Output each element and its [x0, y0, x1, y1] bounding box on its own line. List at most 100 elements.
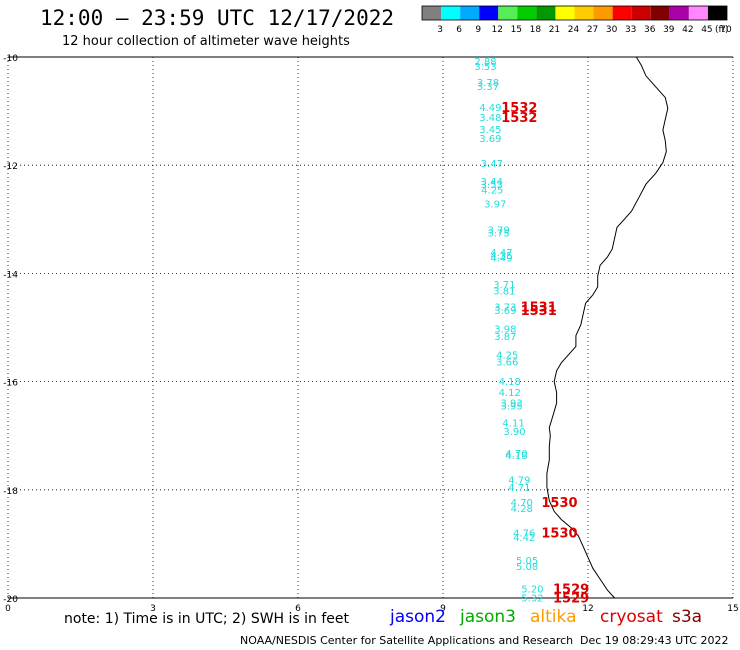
colorbar-label: 18: [530, 25, 542, 35]
wave-height-label: 4.49: [490, 254, 512, 265]
colorbar-label: 27: [587, 25, 598, 35]
wave-height-label: 3.45: [479, 125, 501, 136]
wave-height-label: 5.05: [516, 556, 538, 567]
wave-height-label: 4.49: [479, 103, 501, 114]
y-tick-label: -14: [3, 270, 18, 280]
page-title: 12:00 – 23:59 UTC 12/17/2022: [40, 6, 395, 30]
colorbar-label: 39: [663, 25, 675, 35]
colorbar-swatch: [707, 6, 727, 20]
colorbar-swatch: [650, 6, 670, 20]
wave-height-label: 3.93: [501, 399, 523, 410]
colorbar-swatch: [574, 6, 594, 20]
pass-time-label: 1531: [521, 300, 557, 315]
x-tick-label: 6: [295, 604, 301, 614]
x-tick-label: 12: [582, 604, 593, 614]
mission-jason3: jason3: [460, 607, 516, 627]
wave-height-label: 3.81: [493, 287, 515, 298]
colorbar-label: 9: [475, 25, 481, 35]
wave-height-label: 3.44: [481, 177, 503, 188]
x-tick-label: 0: [5, 604, 11, 614]
coastline: [546, 56, 669, 599]
colorbar-label: 36: [644, 25, 656, 35]
colorbar-swatch: [688, 6, 708, 20]
wave-height-label: 5.08: [516, 562, 538, 573]
y-tick-label: -20: [3, 595, 18, 605]
wave-height-label: 3.66: [496, 358, 518, 369]
wave-height-label: 4.79: [508, 476, 530, 487]
wave-height-label: 4.25: [481, 186, 503, 197]
timestamp-text: Dec 19 08:29:43 UTC 2022: [580, 634, 729, 647]
colorbar-swatch: [517, 6, 537, 20]
colorbar-label: 70: [720, 25, 732, 35]
wave-height-label: 3.69: [494, 306, 516, 317]
credit-text: NOAA/NESDIS Center for Satellite Applica…: [240, 634, 574, 647]
pass-time-label: 1532: [501, 111, 537, 126]
wave-height-label: 3.71: [493, 280, 515, 291]
wave-height-label: 4.76: [513, 529, 535, 540]
wave-height-label: 3.95: [501, 401, 523, 412]
wave-height-label: 3.53: [474, 62, 496, 73]
wave-height-label: 4.70: [505, 449, 527, 460]
colorbar-swatch: [555, 6, 575, 20]
colorbar-swatch: [669, 6, 689, 20]
colorbar-label: 12: [492, 25, 503, 35]
pass-time-label: 1529: [553, 591, 589, 606]
colorbar-label: 24: [568, 25, 580, 35]
wave-height-label: 4.71: [508, 483, 530, 494]
mission-s3a: s3a: [672, 607, 703, 627]
mission-jason2: jason2: [390, 607, 446, 627]
mission-altika: altika: [530, 607, 577, 627]
wave-height-label: 3.37: [477, 82, 499, 93]
colorbar-unit: (ft): [715, 25, 729, 35]
wave-height-label: 5.20: [521, 584, 543, 595]
wave-height-label: 4.35: [490, 251, 512, 262]
pass-time-label: 1531: [521, 304, 557, 319]
colorbar-swatch: [479, 6, 499, 20]
y-tick-label: -18: [3, 487, 18, 497]
y-tick-label: -16: [3, 379, 18, 389]
mission-cryosat: cryosat: [600, 607, 663, 627]
x-tick-label: 3: [150, 604, 156, 614]
colorbar-label: 33: [625, 25, 636, 35]
colorbar-label: 30: [606, 25, 618, 35]
pass-time-label: 1530: [541, 496, 577, 511]
wave-height-label: 3.97: [484, 200, 506, 211]
footnote: note: 1) Time is in UTC; 2) SWH is in fe…: [64, 611, 350, 627]
pass-time-label: 1529: [553, 582, 589, 597]
wave-height-label: 3.79: [487, 226, 509, 237]
colorbar-label: 6: [456, 25, 462, 35]
wave-height-label: 3.90: [503, 427, 525, 438]
colorbar-swatch: [498, 6, 518, 20]
colorbar-swatch: [631, 6, 651, 20]
colorbar-label: 45: [701, 25, 712, 35]
wave-height-label: 4.70: [511, 498, 533, 509]
wave-height-label: 3.73: [494, 302, 516, 313]
wave-height-label: 4.28: [511, 504, 533, 515]
colorbar-label: 21: [549, 25, 560, 35]
colorbar-label: 42: [682, 25, 693, 35]
wave-height-label: 4.42: [513, 533, 535, 544]
y-tick-label: -10: [3, 54, 18, 64]
x-tick-label: 15: [727, 604, 738, 614]
wave-height-label: 3.48: [479, 113, 501, 124]
colorbar-swatch: [612, 6, 632, 20]
x-tick-label: 9: [440, 604, 446, 614]
wave-height-label: 3.47: [481, 159, 503, 170]
y-tick-label: -12: [3, 162, 18, 172]
wave-height-label: 4.47: [490, 248, 512, 259]
pass-time-label: 1532: [501, 101, 537, 116]
wave-height-label: 3.78: [477, 78, 499, 89]
wave-height-label: 3.69: [479, 134, 501, 145]
colorbar-label: 15: [511, 25, 522, 35]
wave-height-label: 3.75: [487, 228, 509, 239]
wave-height-label: 4.18: [505, 451, 527, 462]
colorbar-swatch: [441, 6, 461, 20]
pass-time-label: 1530: [541, 527, 577, 542]
colorbar-frame: [421, 5, 728, 21]
wave-height-label: 4.25: [496, 351, 518, 362]
colorbar-swatch: [460, 6, 480, 20]
wave-height-label: 4.18: [499, 377, 521, 388]
colorbar-swatch: [593, 6, 613, 20]
